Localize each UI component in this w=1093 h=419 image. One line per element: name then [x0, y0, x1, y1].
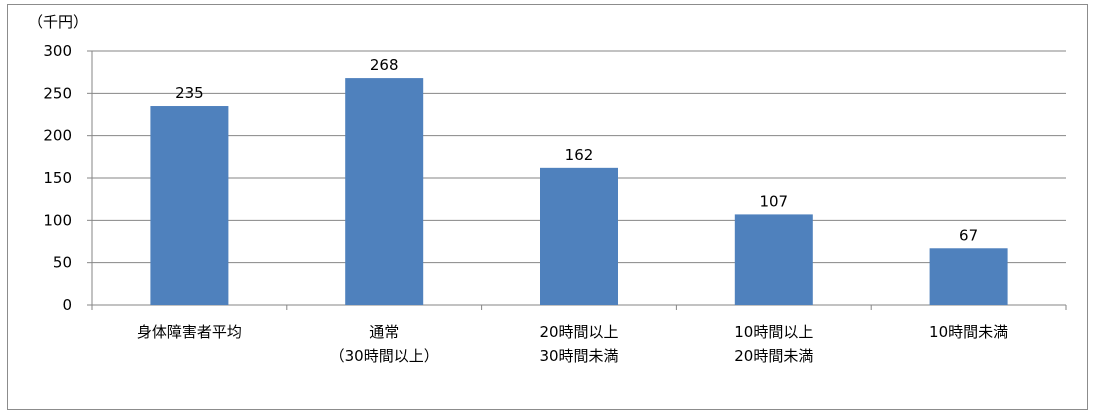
y-tick-label: 150: [43, 169, 72, 187]
category-label: 20時間以上: [539, 323, 618, 341]
y-tick-label: 50: [53, 254, 72, 272]
unit-label: （千円）: [28, 13, 89, 31]
y-tick-label: 0: [62, 296, 72, 314]
data-label: 107: [759, 192, 788, 210]
category-label: 10時間未満: [929, 323, 1008, 341]
bar: [929, 248, 1008, 305]
data-label: 268: [370, 56, 399, 74]
data-label: 67: [959, 226, 978, 244]
bar: [150, 106, 229, 306]
bar: [540, 167, 618, 305]
category-label: 30時間未満: [539, 347, 618, 365]
bar: [345, 78, 424, 306]
data-label: 235: [175, 84, 204, 102]
category-label: 通常: [369, 323, 399, 341]
data-label: 162: [565, 146, 594, 164]
bar: [734, 214, 813, 305]
category-label: 10時間以上: [734, 323, 813, 341]
y-tick-label: 300: [43, 42, 72, 60]
category-label: 身体障害者平均: [137, 323, 242, 341]
y-tick-label: 100: [43, 211, 72, 229]
category-label: （30時間以上）: [330, 347, 439, 365]
y-tick-label: 250: [43, 84, 72, 102]
y-tick-label: 200: [43, 127, 72, 145]
category-label: 20時間未満: [734, 347, 813, 365]
